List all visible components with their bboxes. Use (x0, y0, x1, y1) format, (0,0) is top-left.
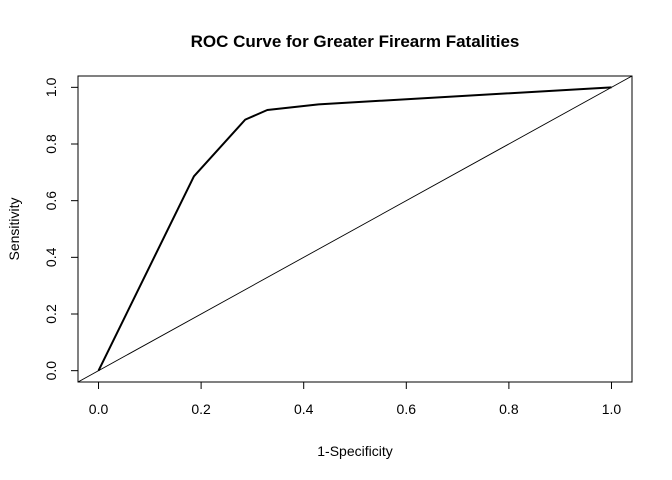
y-tick-label: 0.0 (43, 361, 59, 381)
x-tick-label: 0.0 (89, 401, 109, 417)
chart-title: ROC Curve for Greater Firearm Fatalities (191, 32, 520, 51)
y-tick-label: 0.6 (43, 191, 59, 211)
y-tick-label: 1.0 (43, 77, 59, 97)
series-layer (97, 86, 612, 372)
x-tick-label: 0.6 (397, 401, 417, 417)
x-tick-label: 1.0 (602, 401, 622, 417)
y-tick-label: 0.4 (43, 247, 59, 267)
reference-diagonal-line (77, 75, 633, 383)
y-tick-label: 0.2 (43, 304, 59, 324)
x-tick-label: 0.4 (294, 401, 314, 417)
y-tick-label: 0.8 (43, 134, 59, 154)
x-tick-label: 0.8 (499, 401, 519, 417)
x-axis: 0.0 0.2 0.4 0.6 0.8 1.0 (89, 381, 622, 417)
y-axis: 0.0 0.2 0.4 0.6 0.8 1.0 (43, 77, 79, 381)
x-tick-label: 0.2 (191, 401, 211, 417)
roc-curve-line (97, 86, 612, 372)
y-axis-label: Sensitivity (6, 197, 22, 260)
reference-layer (77, 75, 633, 383)
x-axis-label: 1-Specificity (317, 443, 392, 459)
